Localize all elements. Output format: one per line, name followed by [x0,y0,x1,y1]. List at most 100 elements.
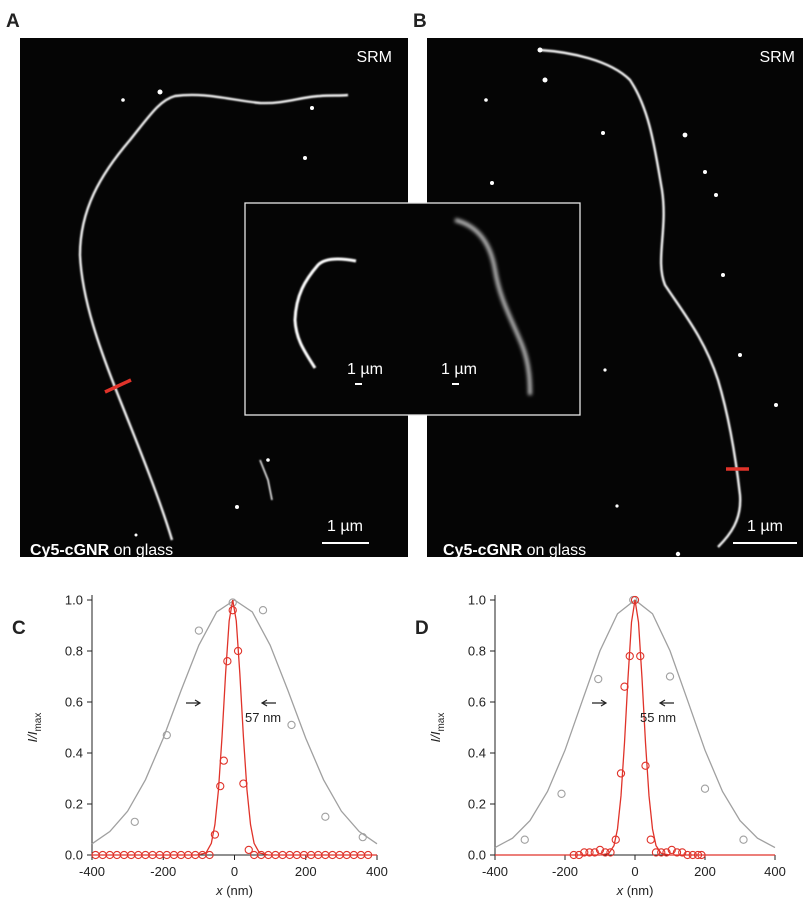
y-tick-label: 0.6 [65,695,83,710]
data-point [683,850,692,860]
data-point [580,848,589,857]
data-point [678,848,687,857]
data-point [625,651,634,661]
x-label-var: x [616,883,624,898]
y-axis-label: I/Imax [428,713,447,743]
data-point [258,606,268,615]
data-point [665,672,675,681]
caption: Cy5-cGNR on glass [443,542,586,559]
data-point [620,682,629,691]
data-point [601,848,610,857]
data-point [662,848,671,857]
annotation: 57 nm [245,710,281,725]
data-point [595,845,605,855]
data-point [574,850,584,860]
x-tick-label: 400 [366,864,388,879]
x-tick-label: 200 [295,864,317,879]
data-point [667,845,676,855]
fwhm-arrow [658,699,674,707]
data-point [585,848,594,857]
filament [539,48,742,548]
data-point [287,720,296,730]
caption-bold: Cy5-cGNR [30,542,110,559]
data-point [244,845,253,855]
x-tick-label: -400 [79,864,105,879]
data-point [219,756,228,765]
data-point [130,817,139,826]
data-point [223,657,232,666]
data-point [162,731,171,740]
fit-curve [91,599,378,845]
y-label-sub: max [436,713,447,732]
data-point [646,835,655,844]
scale-bar-label: 1 µm [747,518,783,535]
y-tick-label: 1.0 [468,593,486,608]
fwhm-arrow [260,699,276,707]
data-point [651,848,661,857]
fit-curve [495,599,775,856]
data-point [739,835,748,844]
x-label-var: x [215,883,223,898]
x-tick-label: 400 [764,864,786,879]
y-tick-label: 0.8 [468,644,486,659]
inset-filament [293,257,357,369]
x-tick-label: 0 [631,864,638,879]
panel-label: C [12,618,26,639]
x-axis-label: x (nm) [215,883,253,898]
data-point [697,850,706,860]
x-tick-label: -400 [482,864,508,879]
y-tick-label: 0.4 [468,746,486,761]
x-tick-label: -200 [150,864,176,879]
data-point [239,779,248,788]
y-axis-label: I/Imax [25,713,44,743]
y-label-var: I/I [25,731,40,742]
caption-rest: on glass [522,542,586,559]
data-point [594,674,603,684]
y-tick-label: 0.6 [468,695,486,710]
fit-curve [494,599,776,849]
fwhm-arrow [592,699,608,707]
panel-label: D [415,618,429,639]
filament [78,93,349,541]
y-label-sub: max [33,713,44,732]
caption-bold: Cy5-cGNR [443,542,523,559]
y-tick-label: 0.4 [65,746,83,761]
method-label: SRM [759,49,795,66]
inset [244,202,581,416]
scale-bar-label: 1 µm [327,518,363,535]
panel-label: A [6,11,20,32]
annotation: 55 nm [640,710,676,725]
data-point [205,850,214,860]
fit-curve [92,599,377,856]
data-point [636,651,645,661]
data-point [228,606,237,615]
data-point [358,833,367,842]
x-label-unit: (nm) [623,883,653,898]
data-point [630,595,640,605]
scale-bar-label: 1 µm [347,361,383,378]
data-point [641,761,650,770]
data-point [700,784,710,793]
data-point [210,830,220,839]
caption-rest: on glass [109,542,173,559]
data-point [657,848,666,857]
puncta [121,89,314,537]
panel-label: B [413,11,427,32]
data-point [520,835,529,844]
method-label: SRM [356,49,392,66]
y-tick-label: 0.2 [468,797,486,812]
x-label-unit: (nm) [223,883,253,898]
data-point [611,835,620,844]
data-point [216,782,225,791]
x-tick-label: 0 [231,864,238,879]
data-point [321,812,330,821]
y-tick-label: 0.2 [65,797,83,812]
data-point [688,850,697,860]
profile-line [104,378,132,394]
y-tick-label: 0.0 [468,848,486,863]
data-point [616,769,626,778]
fwhm-arrow [186,699,202,707]
data-point [233,646,243,656]
puncta [484,47,778,557]
